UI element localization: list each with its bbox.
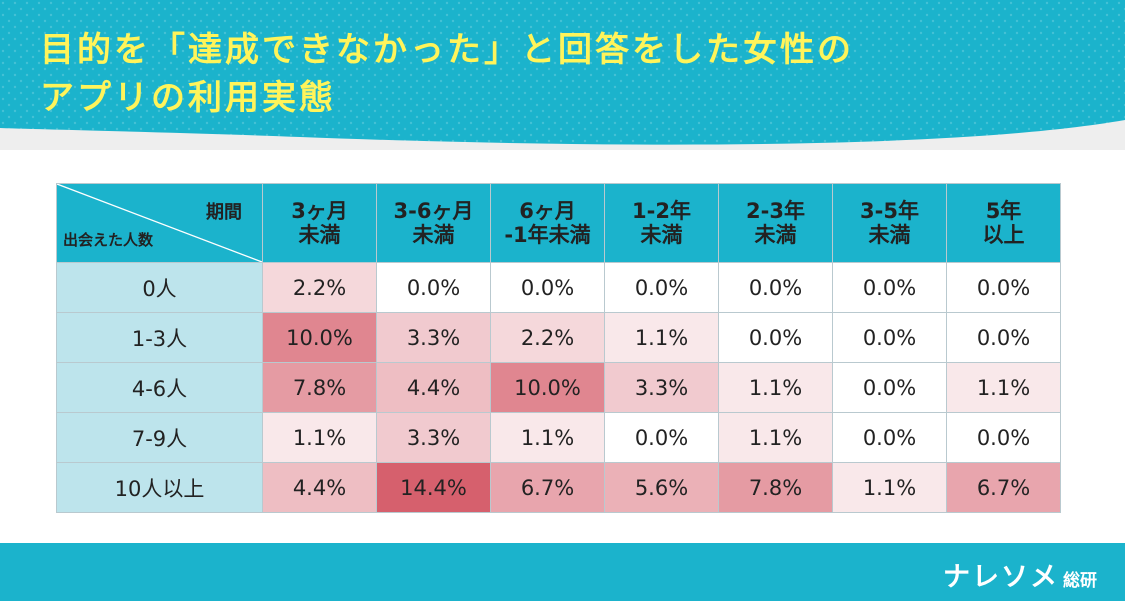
column-header-6: 3-5年 未満 — [832, 183, 947, 263]
heatmap-table: 期間 出会えた人数 3ヶ月 未満 3-6ヶ月 未満 6ヶ月 -1年未満 1-2年 未満 2-3年… — [56, 183, 1061, 513]
heatmap-cell: 0.0% — [832, 312, 947, 363]
heatmap-cell: 0.0% — [718, 262, 833, 313]
heatmap-cell: 0.0% — [604, 262, 719, 313]
row-header: 4-6人 — [56, 362, 263, 413]
heatmap-cell: 2.2% — [490, 312, 605, 363]
table-row: 7-9人 1.1% 3.3% 1.1% 0.0% 1.1% 0.0% 0.0% — [56, 412, 1061, 463]
heatmap-cell: 6.7% — [490, 462, 605, 513]
heatmap-cell: 5.6% — [604, 462, 719, 513]
heatmap-cell: 1.1% — [718, 412, 833, 463]
table-row: 0人 2.2% 0.0% 0.0% 0.0% 0.0% 0.0% 0.0% — [56, 262, 1061, 313]
column-header-5: 2-3年 未満 — [718, 183, 833, 263]
heatmap-cell: 0.0% — [718, 312, 833, 363]
column-axis-label: 期間 — [206, 202, 242, 223]
brand-sub: 総研 — [1063, 571, 1097, 591]
heatmap-cell: 7.8% — [262, 362, 377, 413]
page-title-line-2: アプリの利用実態 — [40, 78, 336, 118]
footer-bar: ナレソメ 総研 — [0, 543, 1125, 601]
column-header-7: 5年 以上 — [946, 183, 1061, 263]
heatmap-cell: 0.0% — [832, 262, 947, 313]
heatmap-cell: 1.1% — [718, 362, 833, 413]
table-row: 1-3人 10.0% 3.3% 2.2% 1.1% 0.0% 0.0% 0.0% — [56, 312, 1061, 363]
corner-header: 期間 出会えた人数 — [56, 183, 263, 263]
heatmap-cell: 1.1% — [490, 412, 605, 463]
heatmap-cell: 4.4% — [262, 462, 377, 513]
column-header-2: 3-6ヶ月 未満 — [376, 183, 491, 263]
corner-diagonal-line — [57, 184, 262, 262]
heatmap-cell: 7.8% — [718, 462, 833, 513]
heatmap-cell: 1.1% — [604, 312, 719, 363]
row-header: 7-9人 — [56, 412, 263, 463]
header-row: 期間 出会えた人数 3ヶ月 未満 3-6ヶ月 未満 6ヶ月 -1年未満 1-2年 未満 2-3年… — [56, 183, 1061, 263]
row-header: 10人以上 — [56, 462, 263, 513]
row-header: 0人 — [56, 262, 263, 313]
heatmap-cell: 2.2% — [262, 262, 377, 313]
heatmap-cell: 3.3% — [604, 362, 719, 413]
heatmap-cell: 6.7% — [946, 462, 1061, 513]
title-banner: 目的を「達成できなかった」と回答をした女性の アプリの利用実態 — [0, 0, 1125, 150]
page-title: 目的を「達成できなかった」と回答をした女性の アプリの利用実態 — [40, 26, 854, 122]
column-header-3: 6ヶ月 -1年未満 — [490, 183, 605, 263]
heatmap-cell: 4.4% — [376, 362, 491, 413]
row-axis-label: 出会えた人数 — [63, 231, 154, 249]
heatmap-cell: 0.0% — [376, 262, 491, 313]
heatmap-cell: 1.1% — [832, 462, 947, 513]
page-title-line-1: 目的を「達成できなかった」と回答をした女性の — [40, 30, 854, 70]
heatmap-cell: 14.4% — [376, 462, 491, 513]
heatmap-cell: 0.0% — [604, 412, 719, 463]
column-header-1: 3ヶ月 未満 — [262, 183, 377, 263]
column-header-4: 1-2年 未満 — [604, 183, 719, 263]
row-header: 1-3人 — [56, 312, 263, 363]
heatmap-cell: 10.0% — [262, 312, 377, 363]
table-row: 10人以上 4.4% 14.4% 6.7% 5.6% 7.8% 1.1% 6.7% — [56, 462, 1061, 513]
table-row: 4-6人 7.8% 4.4% 10.0% 3.3% 1.1% 0.0% 1.1% — [56, 362, 1061, 413]
heatmap-cell: 10.0% — [490, 362, 605, 413]
heatmap-cell: 1.1% — [262, 412, 377, 463]
heatmap-cell: 0.0% — [946, 262, 1061, 313]
heatmap-cell: 0.0% — [946, 312, 1061, 363]
brand-logo: ナレソメ 総研 — [943, 555, 1097, 594]
heatmap-cell: 0.0% — [490, 262, 605, 313]
brand-name: ナレソメ — [943, 562, 1059, 593]
heatmap-cell: 3.3% — [376, 312, 491, 363]
heatmap-cell: 0.0% — [832, 412, 947, 463]
heatmap-cell: 3.3% — [376, 412, 491, 463]
heatmap-cell: 0.0% — [832, 362, 947, 413]
heatmap-cell: 1.1% — [946, 362, 1061, 413]
heatmap-cell: 0.0% — [946, 412, 1061, 463]
title-banner-shape — [0, 0, 1125, 145]
